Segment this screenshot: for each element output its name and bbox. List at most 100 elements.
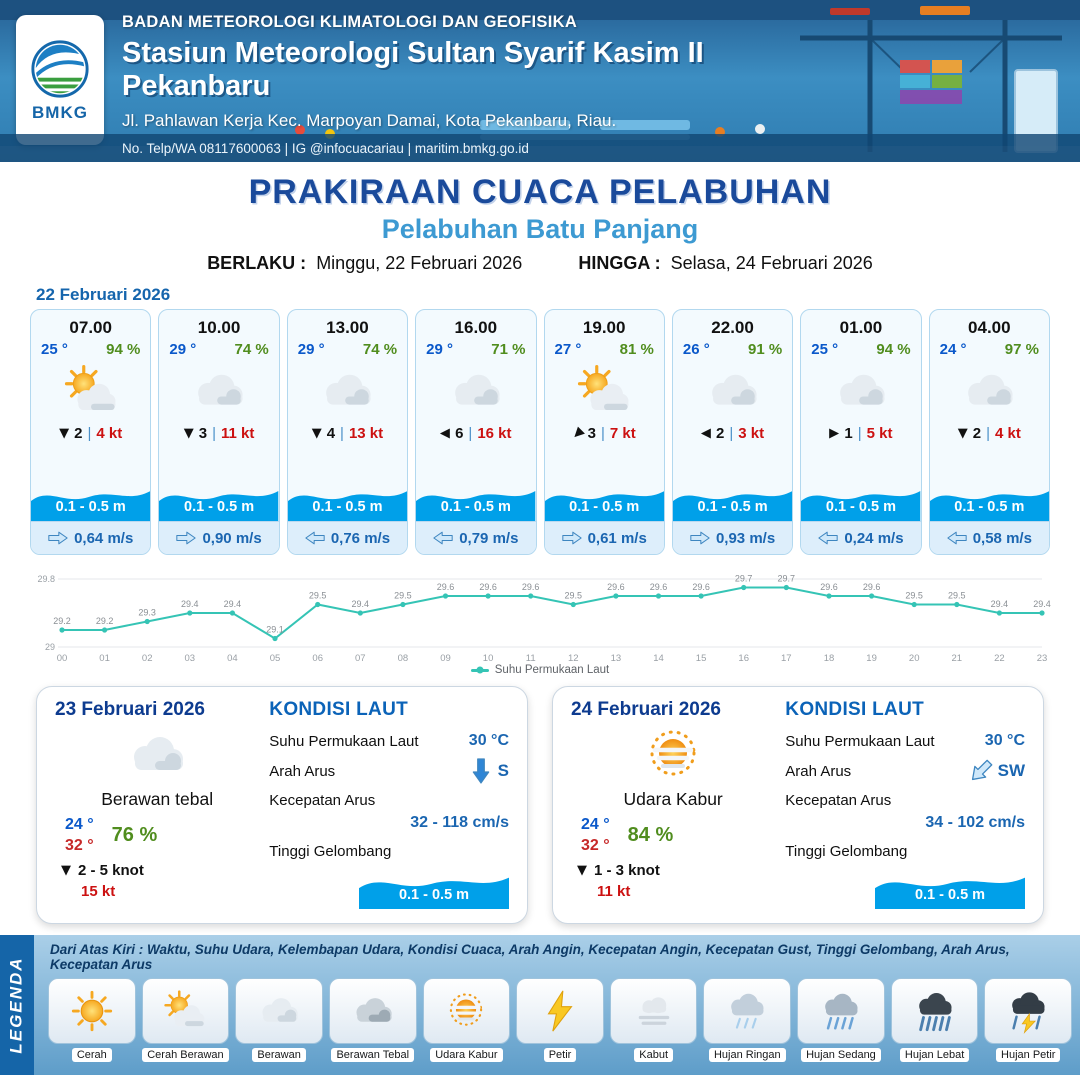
legend-item: Berawan Tebal xyxy=(328,978,417,1062)
svg-text:11: 11 xyxy=(526,653,536,663)
wind-row: ▼ 2 - 5 knot xyxy=(61,862,259,879)
weather-icon xyxy=(447,362,505,420)
legend-item-label: Hujan Ringan xyxy=(708,1048,786,1062)
legend-item: Cerah xyxy=(48,978,136,1062)
forecast-time: 04.00 xyxy=(968,318,1011,337)
wind-speed: 6 xyxy=(455,425,464,442)
current-row: 0,90 m/s xyxy=(159,521,279,554)
svg-text:29.4: 29.4 xyxy=(352,599,370,609)
station-address: Jl. Pahlawan Kerja Kec. Marpoyan Damai, … xyxy=(122,111,617,130)
legend-icon-tile xyxy=(235,978,323,1044)
current-speed-row: Kecepatan Arus xyxy=(269,792,509,809)
svg-text:10: 10 xyxy=(483,653,494,663)
temp-min: 24 ° xyxy=(581,816,610,833)
humidity: 94 % xyxy=(876,341,911,358)
title-block: PRAKIRAAN CUACA PELABUHAN Pelabuhan Batu… xyxy=(0,162,1080,274)
forecast-time: 01.00 xyxy=(839,318,883,337)
wave-band: 0.1 - 0.5 m xyxy=(930,477,1049,521)
legend-weather-icon xyxy=(1005,988,1051,1034)
humidity: 76 % xyxy=(111,824,158,846)
legend-weather-icon xyxy=(724,988,770,1034)
wind-speed: 3 xyxy=(587,425,596,442)
forecast-card: 07.00 25 ° 94 % ▼ 2 | 4 kt 0.1 - 0.5 m 0… xyxy=(30,309,152,555)
weather-condition: Berawan tebal xyxy=(101,789,214,809)
validity-line: BERLAKU : Minggu, 22 Februari 2026 HINGG… xyxy=(0,253,1080,274)
svg-text:29.5: 29.5 xyxy=(394,591,412,601)
wind-row: ▼ 3 | 7 kt xyxy=(545,424,664,443)
svg-text:29.5: 29.5 xyxy=(565,591,583,601)
temp-humidity-row: 27 ° 81 % xyxy=(545,338,664,358)
legend-item-label: Petir xyxy=(543,1048,577,1062)
svg-text:17: 17 xyxy=(781,653,792,663)
page-title: PRAKIRAAN CUACA PELABUHAN xyxy=(248,173,832,211)
day-card-date: 24 Februari 2026 xyxy=(571,699,721,720)
humidity: 94 % xyxy=(106,341,141,358)
forecast-card: 04.00 24 ° 97 % ▼ 2 | 4 kt 0.1 - 0.5 m 0… xyxy=(928,309,1050,555)
day-card-weather-col: 23 Februari 2026 Berawan tebal 24 ° 32 °… xyxy=(55,699,259,909)
current-row: 0,76 m/s xyxy=(287,521,408,554)
weather-icon xyxy=(62,362,120,420)
current-direction-icon xyxy=(562,531,582,545)
gust-speed: 3 kt xyxy=(738,425,765,442)
current-speed-value: 34 - 102 cm/s xyxy=(925,814,1025,831)
gust-speed: 4 kt xyxy=(96,425,123,442)
svg-text:29.5: 29.5 xyxy=(309,591,327,601)
legend-icon-tile xyxy=(609,978,698,1044)
wave-band: 0.1 - 0.5 m xyxy=(875,863,1025,909)
wave-label: Tinggi Gelombang xyxy=(785,843,908,860)
temp-humidity-row: 29 ° 71 % xyxy=(416,338,535,358)
current-speed: 0,93 m/s xyxy=(715,529,776,547)
svg-text:09: 09 xyxy=(440,653,451,663)
forecast-card: 16.00 29 ° 71 % ▼ 6 | 16 kt 0.1 - 0.5 m … xyxy=(415,309,537,555)
svg-text:01: 01 xyxy=(99,653,110,663)
current-direction-label: Arah Arus xyxy=(785,762,852,780)
forecast-time: 10.00 xyxy=(197,318,241,337)
svg-text:13: 13 xyxy=(611,653,622,663)
current-direction-row: Arah Arus S xyxy=(269,761,509,781)
temperature: 29 ° xyxy=(169,341,197,358)
gust-speed: 7 kt xyxy=(609,425,636,442)
current-direction-icon xyxy=(305,531,325,545)
wind-divider: | xyxy=(857,425,862,442)
svg-text:29.2: 29.2 xyxy=(96,616,114,626)
humidity: 74 % xyxy=(234,341,269,358)
legend-icon-tile xyxy=(422,978,511,1044)
wave-band: 0.1 - 0.5 m xyxy=(288,477,407,521)
weather-icon-wrap xyxy=(159,360,278,422)
weather-icon-wrap xyxy=(31,360,150,422)
legend-item: Udara Kabur xyxy=(422,978,511,1062)
forecast-card: 10.00 29 ° 74 % ▼ 3 | 11 kt 0.1 - 0.5 m … xyxy=(158,309,280,555)
weather-icon-wrap xyxy=(930,360,1049,422)
wave-band: 0.1 - 0.5 m xyxy=(31,477,150,521)
temp-humidity-row: 26 ° 91 % xyxy=(673,338,792,358)
wind-direction-icon: ▼ xyxy=(568,424,587,443)
sst-value: 30 °C xyxy=(468,732,509,749)
weather-icon-wrap xyxy=(416,360,535,422)
temps-humidity: 24 ° 32 ° 76 % xyxy=(65,816,259,855)
wave-band: 0.1 - 0.5 m xyxy=(545,477,664,521)
svg-text:02: 02 xyxy=(142,653,153,663)
svg-text:29.7: 29.7 xyxy=(735,574,753,584)
weather-icon xyxy=(832,362,890,420)
day-card: 24 Februari 2026 Udara Kabur 24 ° 32 ° 8… xyxy=(552,686,1044,924)
legend-icon-tile xyxy=(48,978,136,1044)
svg-text:16: 16 xyxy=(738,653,749,663)
current-direction-icon xyxy=(818,531,838,545)
legend-item: Hujan Lebat xyxy=(890,978,979,1062)
wave-band: 0.1 - 0.5 m xyxy=(359,863,509,909)
svg-text:22: 22 xyxy=(994,653,1005,663)
humidity: 71 % xyxy=(491,341,526,358)
legend-item-label: Kabut xyxy=(634,1048,674,1062)
current-direction-icon xyxy=(965,755,996,786)
legend-weather-icon xyxy=(162,988,208,1034)
current-speed: 0,79 m/s xyxy=(459,529,519,547)
legend-title-strip: LEGENDA xyxy=(0,935,34,1075)
current-row: 0,93 m/s xyxy=(672,521,793,554)
sst-label: Suhu Permukaan Laut xyxy=(269,732,419,750)
wind-row: ▼ 3 | 11 kt xyxy=(159,425,278,442)
legend-icon-tile xyxy=(141,978,230,1044)
current-direction-value: SW xyxy=(968,761,1025,781)
weather-icon xyxy=(318,362,376,420)
gust-speed: 5 kt xyxy=(866,425,893,442)
